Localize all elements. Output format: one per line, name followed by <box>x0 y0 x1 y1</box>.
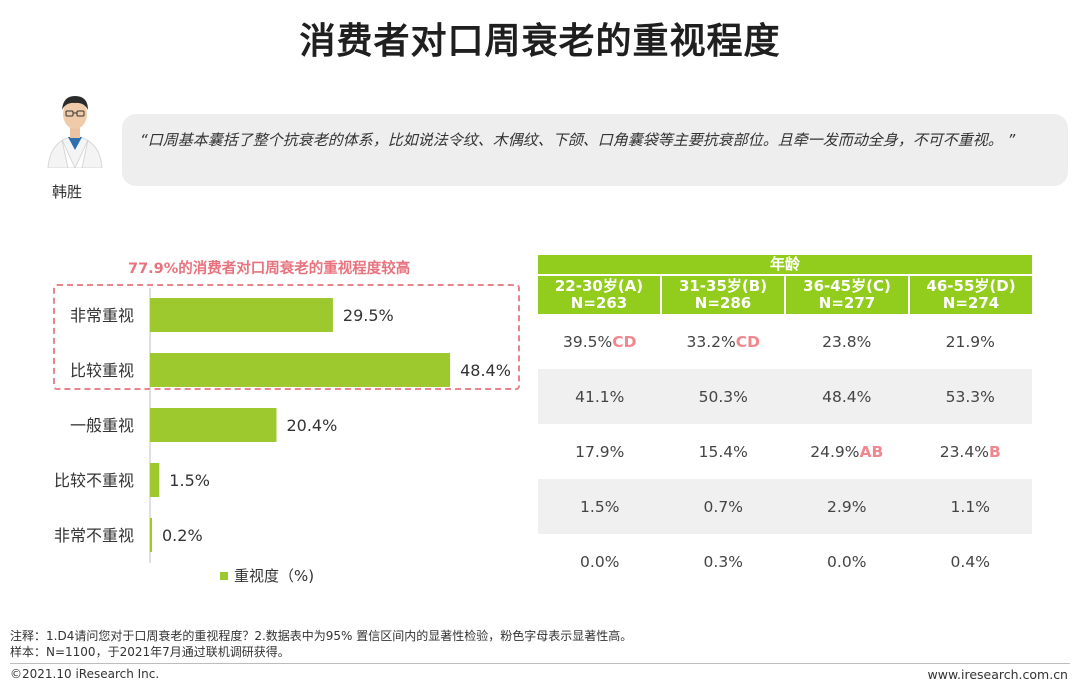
significance-letters: CD <box>612 332 637 351</box>
cell-value: 48.4% <box>822 387 872 406</box>
table-cell: 1.1% <box>909 498 1033 516</box>
footer-divider <box>10 663 1070 664</box>
table-cell: 50.3% <box>662 388 786 406</box>
column-sample-size: N=286 <box>694 294 752 312</box>
value-label: 20.4% <box>286 416 337 435</box>
table-body: 39.5%CD 33.2%CD 23.8% 21.9% 41.1% 50.3% 48.4% 5… <box>538 314 1032 589</box>
category-label: 非常不重视 <box>54 526 134 545</box>
table-cell: 41.1% <box>538 388 662 406</box>
table-cell: 23.8% <box>785 333 909 351</box>
table-row: 1.5% 0.7% 2.9% 1.1% <box>538 479 1032 534</box>
category-label: 比较重视 <box>70 361 134 380</box>
bar <box>150 463 160 497</box>
cell-value: 17.9% <box>575 442 625 461</box>
column-sample-size: N=263 <box>570 294 628 312</box>
table-cell: 1.5% <box>538 498 662 516</box>
category-label: 一般重视 <box>70 416 134 435</box>
table-cell: 0.3% <box>662 553 786 571</box>
table-cell: 33.2%CD <box>662 333 786 351</box>
cell-value: 0.0% <box>827 552 867 571</box>
column-age-label: 36-45岁(C) <box>803 277 891 295</box>
table-cell: 39.5%CD <box>538 333 662 351</box>
category-label: 比较不重视 <box>54 471 134 490</box>
table-cell: 2.9% <box>785 498 909 516</box>
value-label: 0.2% <box>162 526 203 545</box>
cell-value: 21.9% <box>945 332 995 351</box>
table-cell: 23.4%B <box>909 443 1033 461</box>
chart-headline: 77.9%的消费者对口周衰老的重视程度较高 <box>128 261 411 277</box>
cell-value: 23.8% <box>822 332 872 351</box>
bar <box>150 518 152 552</box>
table-cell: 48.4% <box>785 388 909 406</box>
table-column-header: 36-45岁(C) N=277 <box>786 276 908 314</box>
quote-box: “口周基本囊括了整个抗衰老的体系，比如说法令纹、木偶纹、下颌、口角囊袋等主要抗衰… <box>122 114 1068 186</box>
table-cell: 0.7% <box>662 498 786 516</box>
website-link[interactable]: www.iresearch.com.cn <box>927 667 1069 682</box>
value-label: 29.5% <box>343 306 394 325</box>
cell-value: 0.0% <box>580 552 620 571</box>
cell-value: 15.4% <box>698 442 748 461</box>
table-column-header: 22-30岁(A) N=263 <box>538 276 660 314</box>
significance-letters: B <box>988 442 1001 461</box>
cell-value: 53.3% <box>945 387 995 406</box>
cell-value: 0.7% <box>703 497 743 516</box>
quote-text: “口周基本囊括了整个抗衰老的体系，比如说法令纹、木偶纹、下颌、口角囊袋等主要抗衰… <box>140 131 1016 149</box>
footnote-1: 注释：1.D4请问您对于口周衰老的重视程度？2.数据表中为95% 置信区间内的显… <box>10 629 633 643</box>
column-sample-size: N=274 <box>942 294 1000 312</box>
cell-value: 1.1% <box>950 497 990 516</box>
table-row: 0.0% 0.3% 0.0% 0.4% <box>538 534 1032 589</box>
cell-value: 1.5% <box>580 497 620 516</box>
table-cell: 15.4% <box>662 443 786 461</box>
table-cell: 0.0% <box>785 553 909 571</box>
table-column-header: 46-55岁(D) N=274 <box>910 276 1032 314</box>
table-cell: 53.3% <box>909 388 1033 406</box>
table-cell: 0.0% <box>538 553 662 571</box>
bar <box>150 408 277 442</box>
table-row: 41.1% 50.3% 48.4% 53.3% <box>538 369 1032 424</box>
bar <box>150 353 451 387</box>
table-cell: 17.9% <box>538 443 662 461</box>
cell-value: 24.9% <box>810 442 860 461</box>
table-cell: 21.9% <box>909 333 1033 351</box>
cell-value: 2.9% <box>827 497 867 516</box>
footnote-2: 样本：N=1100，于2021年7月通过联机调研获得。 <box>10 645 290 659</box>
cell-value: 39.5% <box>563 332 613 351</box>
bar-chart: 非常重视 29.5% 比较重视 48.4% 一般重视 20.4% 比较不重视 1.5% 非常不重… <box>54 288 511 563</box>
person-name: 韩胜 <box>52 183 83 201</box>
highlight-box <box>53 284 520 390</box>
cell-value: 50.3% <box>698 387 748 406</box>
copyright: ©2021.10 iResearch Inc. <box>10 667 160 681</box>
cell-value: 0.4% <box>950 552 990 571</box>
column-age-label: 31-35岁(B) <box>678 277 768 295</box>
significance-letters: AB <box>859 442 884 461</box>
table-header-row: 22-30岁(A) N=263 31-35岁(B) N=286 36-45岁(C) N=2… <box>538 276 1032 314</box>
value-label: 48.4% <box>460 361 511 380</box>
significance-letters: CD <box>735 332 760 351</box>
page-title: 消费者对口周衰老的重视程度 <box>299 21 781 62</box>
age-table: 年龄 22-30岁(A) N=263 31-35岁(B) N=286 36-45岁(C)… <box>538 255 1032 589</box>
avatar <box>47 96 103 168</box>
table-column-header: 31-35岁(B) N=286 <box>662 276 784 314</box>
column-age-label: 22-30岁(A) <box>554 277 644 295</box>
category-label: 非常重视 <box>70 306 134 325</box>
cell-value: 0.3% <box>703 552 743 571</box>
column-age-label: 46-55岁(D) <box>926 277 1016 295</box>
table-cell: 24.9%AB <box>785 443 909 461</box>
legend: 重视度（%) <box>220 565 314 586</box>
cell-value: 33.2% <box>686 332 736 351</box>
column-sample-size: N=277 <box>818 294 876 312</box>
table-cell: 0.4% <box>909 553 1033 571</box>
table-row: 17.9% 15.4% 24.9%AB 23.4%B <box>538 424 1032 479</box>
cell-value: 23.4% <box>939 442 989 461</box>
table-group-header: 年龄 <box>538 255 1032 274</box>
legend-swatch <box>220 571 228 580</box>
legend-label: 重视度（%) <box>234 567 315 585</box>
bar <box>150 298 333 332</box>
value-label: 1.5% <box>169 471 210 490</box>
table-row: 39.5%CD 33.2%CD 23.8% 21.9% <box>538 314 1032 369</box>
cell-value: 41.1% <box>575 387 625 406</box>
